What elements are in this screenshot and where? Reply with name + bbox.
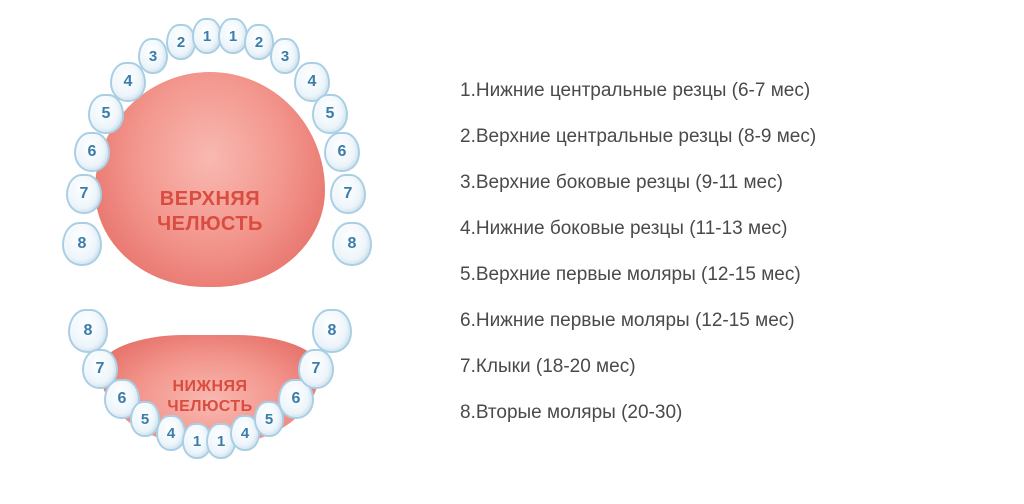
tooth-number: 1 — [229, 28, 237, 45]
tooth: 1 — [218, 18, 248, 54]
jaw-diagram: ВЕРХНЯЯ ЧЕЛЮСТЬ 8765432112345678 НИЖНЯЯ … — [40, 22, 380, 482]
upper-gum — [95, 72, 325, 287]
tooth-number: 3 — [149, 48, 157, 65]
tooth-number: 1 — [217, 433, 225, 450]
tooth: 3 — [270, 38, 300, 74]
tooth-number: 7 — [96, 360, 105, 378]
tooth: 7 — [330, 174, 366, 214]
tooth-number: 5 — [265, 411, 273, 428]
tooth-number: 6 — [88, 143, 97, 161]
tooth-number: 6 — [338, 143, 347, 161]
tooth-number: 1 — [203, 28, 211, 45]
upper-jaw: ВЕРХНЯЯ ЧЕЛЮСТЬ 8765432112345678 — [70, 32, 350, 302]
tooth: 8 — [332, 222, 372, 266]
legend-item: 3.Верхние боковые резцы (9-11 мес) — [460, 172, 816, 194]
upper-jaw-label-line1: ВЕРХНЯЯ — [160, 188, 260, 210]
lower-jaw-label: НИЖНЯЯ ЧЕЛЮСТЬ — [167, 377, 252, 417]
tooth-number: 5 — [102, 105, 111, 123]
tooth-number: 7 — [312, 360, 321, 378]
tooth-number: 8 — [348, 235, 357, 253]
infographic-container: ВЕРХНЯЯ ЧЕЛЮСТЬ 8765432112345678 НИЖНЯЯ … — [40, 22, 984, 482]
upper-jaw-label-line2: ЧЕЛЮСТЬ — [157, 213, 263, 235]
legend-item: 4.Нижние боковые резцы (11-13 мес) — [460, 218, 816, 240]
tooth-number: 4 — [308, 73, 317, 91]
tooth-number: 2 — [255, 34, 263, 51]
tooth-number: 7 — [344, 185, 353, 203]
tooth: 7 — [66, 174, 102, 214]
tooth: 5 — [312, 94, 348, 134]
upper-jaw-label: ВЕРХНЯЯ ЧЕЛЮСТЬ — [157, 187, 263, 237]
tooth-number: 6 — [118, 390, 127, 408]
tooth-number: 8 — [328, 322, 337, 340]
tooth: 7 — [298, 349, 334, 389]
legend-item: 6.Нижние первые моляры (12-15 мес) — [460, 310, 816, 332]
tooth-number: 4 — [124, 73, 133, 91]
tooth-number: 7 — [80, 185, 89, 203]
tooth-number: 5 — [141, 411, 149, 428]
legend-item: 2.Верхние центральные резцы (8-9 мес) — [460, 126, 816, 148]
tooth: 2 — [166, 24, 196, 60]
tooth-number: 3 — [281, 48, 289, 65]
legend: 1.Нижние центральные резцы (6-7 мес) 2.Ве… — [460, 80, 816, 424]
tooth-number: 8 — [84, 322, 93, 340]
lower-jaw-label-line2: ЧЕЛЮСТЬ — [167, 398, 252, 415]
tooth-number: 4 — [241, 425, 249, 442]
lower-jaw-label-line1: НИЖНЯЯ — [172, 378, 247, 395]
tooth-number: 4 — [167, 425, 175, 442]
tooth-number: 2 — [177, 34, 185, 51]
legend-item: 7.Клыки (18-20 мес) — [460, 356, 816, 378]
tooth-number: 5 — [326, 105, 335, 123]
tooth: 6 — [324, 132, 360, 172]
tooth: 6 — [74, 132, 110, 172]
tooth: 8 — [68, 309, 108, 353]
tooth-number: 8 — [78, 235, 87, 253]
tooth: 8 — [62, 222, 102, 266]
legend-item: 5.Верхние первые моляры (12-15 мес) — [460, 264, 816, 286]
tooth: 8 — [312, 309, 352, 353]
legend-item: 8.Вторые моляры (20-30) — [460, 402, 816, 424]
legend-item: 1.Нижние центральные резцы (6-7 мес) — [460, 80, 816, 102]
lower-jaw: НИЖНЯЯ ЧЕЛЮСТЬ 876541145678 — [80, 317, 340, 467]
tooth: 3 — [138, 38, 168, 74]
tooth-number: 1 — [193, 433, 201, 450]
tooth-number: 6 — [292, 390, 301, 408]
